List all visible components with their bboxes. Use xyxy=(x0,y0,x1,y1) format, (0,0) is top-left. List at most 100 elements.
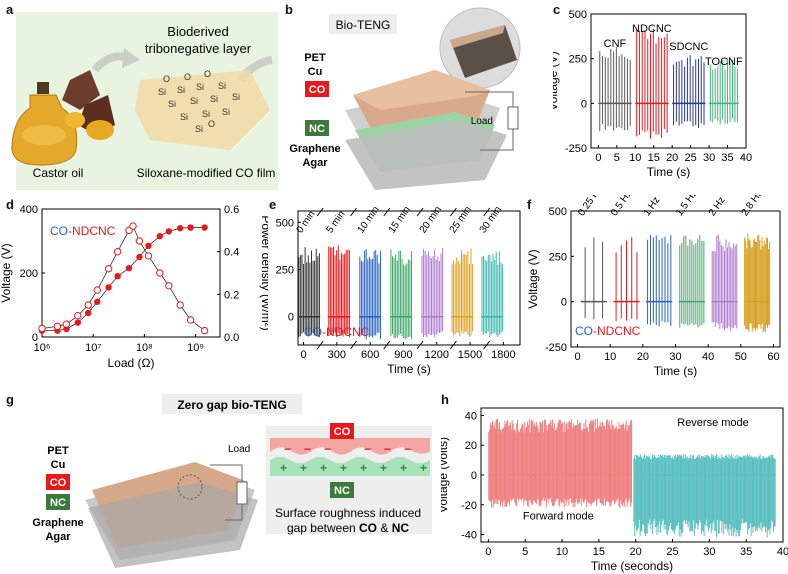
x-tick-label: 25 xyxy=(666,546,678,558)
power-point xyxy=(74,311,82,320)
legend-co-ndcnc: CO-NDCNC xyxy=(575,324,641,338)
voltage-point xyxy=(94,298,101,305)
x-tick-label: 1800 xyxy=(491,349,515,361)
zero-gap-title: Zero gap bio-TENG xyxy=(177,398,286,412)
svg-text:+: + xyxy=(340,461,347,475)
plot-frame xyxy=(590,13,747,149)
panel-letter-g: g xyxy=(6,392,14,407)
y-tick-label: 500 xyxy=(569,9,587,21)
voltage-point xyxy=(136,253,143,261)
series-0-5-Hz xyxy=(613,237,640,322)
load-circuit xyxy=(465,91,519,151)
legend-cnf: CNF xyxy=(604,38,627,50)
axis-break-bottom xyxy=(416,340,424,350)
voltage-point xyxy=(105,284,112,291)
nc-label: NC xyxy=(309,123,325,135)
g-co-label: CO xyxy=(50,477,67,489)
power-point xyxy=(53,322,62,331)
panel-letter-e: e xyxy=(269,197,277,212)
x-tick-label: 600 xyxy=(361,349,379,361)
roughness-inset: − − − − − − + + + + + + + + xyxy=(266,423,432,534)
y-tick-label: 0 xyxy=(288,312,294,324)
series-ndcnc xyxy=(635,28,669,139)
svg-text:+: + xyxy=(360,461,367,475)
panel-a-illustration: Bioderived tribonegative layer Castor oi… xyxy=(11,12,278,190)
svg-text:+: + xyxy=(420,461,427,475)
nc-badge xyxy=(305,120,329,136)
roughness-caption-2: gap between CO & NC xyxy=(287,521,409,535)
svg-text:Si: Si xyxy=(190,96,198,106)
y-tick-label: 20 xyxy=(465,440,477,452)
axis-break-top xyxy=(316,207,324,217)
svg-text:Si: Si xyxy=(202,109,210,119)
x-tick-label: 1200 xyxy=(425,349,449,361)
inset-nc-label: NC xyxy=(334,485,350,497)
x-tick-label: 10⁸ xyxy=(136,342,153,354)
load-label: Load xyxy=(471,116,493,127)
y-tick-label: 200 xyxy=(20,268,38,280)
voltage-line xyxy=(42,227,205,332)
x-tick-label: 10 xyxy=(629,152,641,164)
svg-text:Si: Si xyxy=(222,107,230,117)
svg-text:+: + xyxy=(400,461,407,475)
series-10-min xyxy=(359,249,382,340)
power-point xyxy=(129,222,137,230)
zero-gap-title-box xyxy=(162,394,302,414)
svg-text:−: − xyxy=(284,442,291,456)
svg-text:Si: Si xyxy=(180,112,188,122)
castor-oil-caption: Castor oil xyxy=(33,166,84,180)
power-point xyxy=(93,286,101,294)
power-line xyxy=(41,225,205,331)
siloxane-atoms: O O O Si Si Si Si Si Si Si Si Si Si Si S… xyxy=(158,69,240,134)
panel-letter-b: b xyxy=(285,2,293,17)
panel-b-illustration: Bio-TENG PET Cu CO NC Graphene Agar Load xyxy=(289,7,521,190)
x-tick-label: 10⁷ xyxy=(85,342,101,354)
y-tick-label: -250 xyxy=(545,342,567,354)
svg-text:−: − xyxy=(384,442,391,456)
power-point xyxy=(104,265,113,273)
legend-sdcnc: SDCNC xyxy=(669,41,708,53)
x-tick-label: 40 xyxy=(740,152,752,164)
x-tick-label: 20 xyxy=(630,546,642,558)
legend-0-25-Hz: 0.25 Hz xyxy=(576,195,605,218)
legend-1-5-Hz: 1.5 Hz xyxy=(674,195,700,218)
y2-tick-label: 0.6 xyxy=(224,204,239,216)
x-tick-label: 40 xyxy=(777,546,788,558)
legend-2-Hz: 2 Hz xyxy=(707,195,728,218)
series-2-Hz xyxy=(711,234,738,331)
inset-co-label: CO xyxy=(334,426,351,438)
plot-frame xyxy=(297,210,521,346)
x-tick-label: 1500 xyxy=(458,349,482,361)
siloxane-caption: Siloxane-modified CO film xyxy=(137,166,276,180)
panel-a-heading-1: Bioderived xyxy=(167,24,228,39)
y-tick-label: 400 xyxy=(20,204,38,216)
legend-co-ndcnc: CO-NDCNC xyxy=(304,325,370,339)
series-2-8-Hz xyxy=(744,233,771,333)
axis-break-bottom xyxy=(483,340,491,350)
power-point xyxy=(84,301,92,309)
y-axis-label: Voltage (volts) xyxy=(441,437,450,513)
x-tick-label: 10 xyxy=(604,351,616,363)
g-nc-label: NC xyxy=(50,497,66,509)
svg-text:−: − xyxy=(364,442,371,456)
svg-text:Si: Si xyxy=(218,81,226,91)
y2-tick-label: 0.2 xyxy=(224,289,239,301)
photo-inset xyxy=(439,7,521,89)
y-tick-label: 0 xyxy=(471,470,477,482)
y-tick-label: 0 xyxy=(581,98,587,110)
x-axis-label: Load (Ω) xyxy=(108,356,155,370)
svg-text:Si: Si xyxy=(195,124,203,134)
axis-break-top xyxy=(449,207,457,217)
panel-letter-f: f xyxy=(527,197,532,212)
castor-oil-bottle xyxy=(11,82,78,166)
svg-text:Si: Si xyxy=(158,87,166,97)
x-tick-label: 30 xyxy=(703,152,715,164)
y-tick-label: -20 xyxy=(461,500,477,512)
voltage-point xyxy=(156,233,163,240)
power-point xyxy=(38,324,46,333)
legend-part-2: -NDCNC xyxy=(68,224,116,238)
y-tick-label: 500 xyxy=(276,217,294,229)
x-tick-label: 300 xyxy=(328,349,346,361)
voltage-point xyxy=(125,265,133,272)
